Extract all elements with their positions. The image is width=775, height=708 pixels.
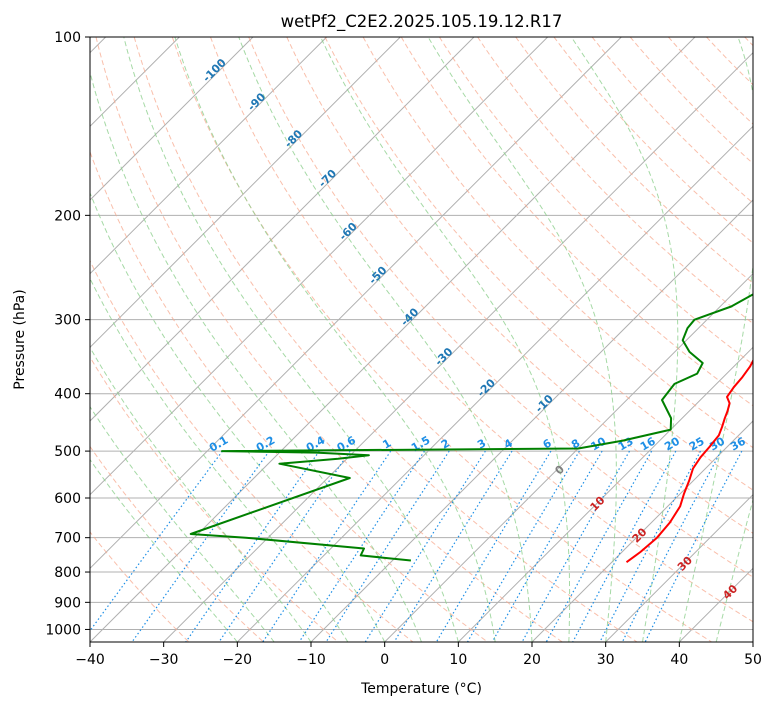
y-axis-label: Pressure (hPa) [12,289,28,389]
isotherm-line [90,37,401,349]
dry-adiabat-line [400,37,753,407]
mixing-ratio-line [185,450,320,642]
mixing-ratio-line [218,450,351,642]
dry-adiabat-line [438,37,753,366]
isotherm-line [384,272,753,642]
dry-adiabat-line [515,37,753,284]
mixing-ratio-line [131,450,270,642]
moist-adiabat-line [90,405,275,642]
isotherm-line [90,37,622,570]
x-tick-label: 40 [670,652,688,668]
x-tick-label: 10 [449,652,467,668]
x-tick-label: −10 [296,652,326,668]
x-tick-label: −30 [149,652,179,668]
y-tick-label: 700 [54,531,81,547]
y-tick-label: 300 [54,313,81,329]
mixing-ratio-line [466,450,580,642]
temperature-profile [625,358,753,564]
isotherm-line [90,37,475,422]
dry-adiabat-line [90,259,414,642]
dry-adiabat-line [362,37,753,449]
moist-adiabat-line [90,458,238,642]
moist-adiabat-line [320,37,571,642]
moist-adiabat-line [174,37,496,642]
isotherm-line [90,37,254,201]
moist-adiabat-line [570,37,679,642]
y-tick-label: 400 [54,387,81,403]
isotherm-line [236,125,753,642]
dry-adiabat-line [95,37,563,642]
moist-adiabat-line [678,37,753,642]
x-tick-label: −40 [75,652,105,668]
x-axis: −40 −30 −20 −10 0 10 20 30 40 50 [75,642,762,668]
isotherm-line [163,51,753,642]
x-tick-label: 50 [744,652,762,668]
x-tick-label: 0 [380,652,389,668]
isotherm-line [90,37,328,275]
background-lines [90,37,753,642]
y-tick-label: 800 [54,565,81,581]
plot-frame [89,36,754,643]
dry-adiabat-line [286,37,753,534]
isotherm-line [457,346,753,642]
dry-adiabat-line [90,445,264,642]
y-tick-label: 200 [54,208,81,224]
x-tick-label: 20 [523,652,541,668]
dry-adiabat-line [324,37,753,491]
moist-adiabat-line [238,37,533,642]
moist-adiabat-line [427,37,617,642]
dry-adiabat-line [553,37,753,244]
x-tick-label: −20 [223,652,253,668]
moist-adiabat-line [715,498,753,642]
profiles [189,293,753,564]
dry-adiabat-line [248,37,753,578]
mixing-ratio-line [545,450,653,642]
dewpoint-profile [189,293,753,562]
mixing-ratio-line [364,450,486,642]
y-tick-label: 100 [54,30,81,46]
y-tick-label: 600 [54,491,81,507]
y-tick-label: 900 [54,595,81,611]
isotherm-line [90,37,549,496]
moist-adiabat-line [123,37,459,642]
dry-adiabat-line [171,37,712,642]
x-tick-label: 30 [597,652,615,668]
moist-adiabat-line [90,191,386,642]
moist-adiabat-line [90,277,349,642]
dry-adiabat-line [210,37,753,623]
mixing-ratio-line [491,450,603,642]
chart-title: wetPf2_C2E2.2025.105.19.12.R17 [281,12,563,32]
x-axis-label: Temperature (°C) [360,681,482,697]
isotherm-line [531,420,753,642]
y-axis: 100 200 300 400 500 600 700 800 900 1000 [45,30,90,638]
mixing-ratio-line [621,450,722,642]
dry-adiabat-line [629,37,753,165]
mixing-ratio-line [572,450,677,642]
y-tick-label: 1000 [45,622,81,638]
y-tick-label: 500 [54,444,81,460]
mixing-ratio-line [599,450,702,642]
mixing-ratio-line [393,450,513,642]
dry-adiabat-line [133,37,638,642]
moist-adiabat-line [90,346,312,642]
mixing-ratio-line [435,450,552,642]
mixing-ratio-line [521,450,631,642]
isotherm-line [605,493,753,642]
